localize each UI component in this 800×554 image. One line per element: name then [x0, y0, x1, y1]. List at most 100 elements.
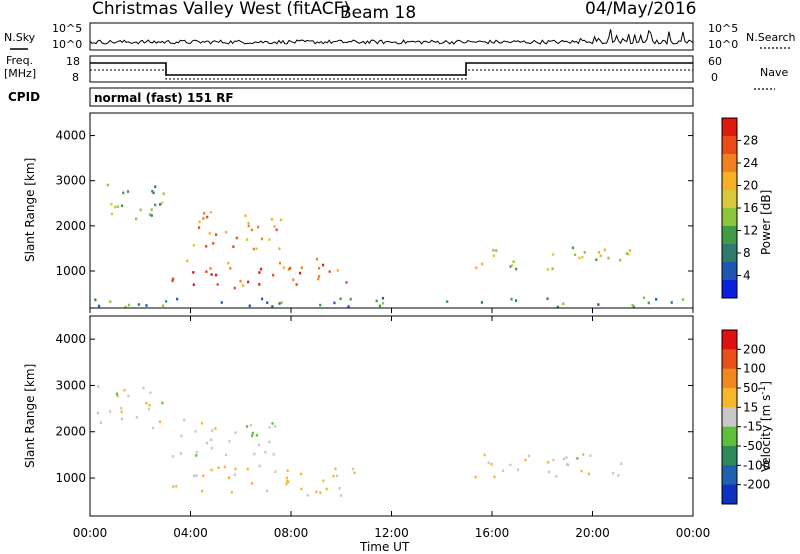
velocity-echo-cell	[233, 473, 236, 477]
power-echo-cell	[151, 189, 154, 193]
freq-tick-top: 18	[66, 55, 80, 68]
velocity-echo-cell	[264, 450, 267, 454]
power-echo-cell	[321, 263, 325, 267]
power-echo-cell	[220, 301, 223, 304]
power-colorbar-swatch	[722, 262, 737, 281]
power-echo-cell	[546, 297, 549, 300]
power-echo-cell	[259, 267, 263, 271]
power-echo-cell	[378, 304, 382, 308]
freq-strip-frame	[89, 55, 694, 83]
velocity-echo-cell	[319, 491, 322, 494]
power-echo-cell	[512, 260, 515, 264]
date-title: 04/May/2016	[585, 0, 697, 19]
power-echo-cell	[495, 249, 498, 252]
power-echo-cell	[562, 302, 565, 306]
velocity-y-axis: 1000 2000 3000 4000	[55, 332, 693, 485]
velocity-echo-cell	[273, 425, 277, 428]
power-colorbar-swatch	[722, 226, 737, 245]
power-echo-cell	[171, 279, 174, 283]
velocity-echo-cell	[265, 489, 269, 493]
power-colorbar-swatch	[722, 244, 737, 263]
velocity-ytick-label: 2000	[55, 425, 86, 439]
time-tick-label: 08:00	[274, 526, 309, 540]
power-echo-cell	[258, 271, 261, 274]
power-echo-cell	[209, 210, 212, 214]
velocity-echo-cell	[580, 469, 583, 473]
velocity-echo-cell	[183, 418, 186, 422]
power-echo-cell	[315, 257, 318, 261]
velocity-echo-cell	[135, 416, 138, 419]
power-echo-cell	[270, 218, 274, 221]
velocity-colorbar-swatch	[722, 349, 737, 370]
velocity-echo-cell	[171, 455, 174, 458]
nave-tick-top: 60	[708, 55, 722, 68]
velocity-echo-cell	[524, 458, 527, 462]
velocity-colorbar-label-tick: 15	[743, 400, 758, 414]
velocity-echo-cell	[223, 465, 227, 469]
velocity-echo-cell	[306, 493, 309, 497]
power-echo-cell	[272, 273, 275, 277]
power-echo-cell	[212, 242, 215, 245]
velocity-echo-cell	[195, 450, 199, 454]
velocity-echo-cell	[340, 494, 343, 497]
power-echo-cell	[94, 298, 97, 302]
power-echo-cell	[152, 191, 155, 195]
velocity-unit-exponent: -1	[758, 386, 768, 395]
time-tick-label: 04:00	[173, 526, 208, 540]
power-echo-cell	[145, 304, 148, 307]
velocity-echo-cell	[120, 410, 123, 414]
power-echo-cell	[298, 271, 302, 275]
power-echo-cell	[603, 248, 606, 252]
velocity-echo-cell	[161, 401, 164, 405]
velocity-echo-cell	[352, 467, 355, 471]
power-ytick-label: 2000	[55, 219, 86, 233]
power-echo-cell	[642, 296, 646, 300]
time-axis: 00:00 04:00 08:00 12:00 16:00 20:00 00:00	[73, 308, 710, 540]
power-echo-cell	[139, 208, 142, 212]
power-echo-cell	[509, 265, 512, 268]
power-echo-cell	[244, 214, 247, 217]
power-echo-cell	[192, 243, 195, 247]
velocity-echo-cell	[200, 489, 204, 493]
velocity-echo-cell	[127, 394, 130, 398]
velocity-echo-cell	[195, 454, 198, 457]
power-echo-cell	[124, 305, 127, 309]
power-echo-cell	[150, 214, 153, 217]
velocity-echo-cell	[474, 475, 477, 479]
power-echo-cell	[202, 217, 205, 220]
velocity-echo-cell	[148, 403, 151, 407]
velocity-echo-cell	[258, 464, 261, 468]
velocity-echo-cell	[509, 463, 512, 467]
power-echo-cell	[192, 271, 195, 274]
velocity-echo-cell	[158, 420, 162, 424]
power-echo-cell	[172, 277, 175, 281]
power-echo-cell	[345, 281, 348, 284]
nsearch-label: N.Search	[746, 31, 796, 44]
velocity-echo-cell	[194, 430, 197, 433]
power-echo-cell	[279, 218, 283, 222]
power-echo-cell	[381, 296, 385, 300]
power-y-label: Slant Range [km]	[23, 158, 37, 262]
power-echo-cell	[206, 215, 209, 219]
power-echo-cell	[381, 301, 385, 305]
velocity-colorbar-swatch	[722, 330, 737, 350]
velocity-echo-cell	[97, 385, 100, 388]
velocity-echo-cell	[483, 453, 486, 457]
nsky-tick-top: 10^5	[52, 22, 82, 35]
power-echo-cell	[229, 266, 232, 270]
power-echo-cell	[628, 249, 632, 252]
velocity-echo-cell	[245, 425, 249, 428]
power-echo-cell	[347, 305, 350, 308]
velocity-echo-cell	[249, 423, 252, 427]
power-echo-cell	[492, 248, 495, 252]
freq-trace	[90, 62, 693, 76]
velocity-unit-close: ]	[759, 381, 773, 386]
velocity-echo-cell	[251, 431, 254, 435]
velocity-echo-cell	[285, 482, 288, 486]
velocity-ytick-label: 4000	[55, 332, 86, 346]
power-echo-cell	[268, 238, 271, 241]
power-echo-cell	[571, 246, 574, 250]
power-echo-cell	[192, 283, 195, 287]
velocity-unit-base: Velocity [m s	[759, 395, 773, 472]
